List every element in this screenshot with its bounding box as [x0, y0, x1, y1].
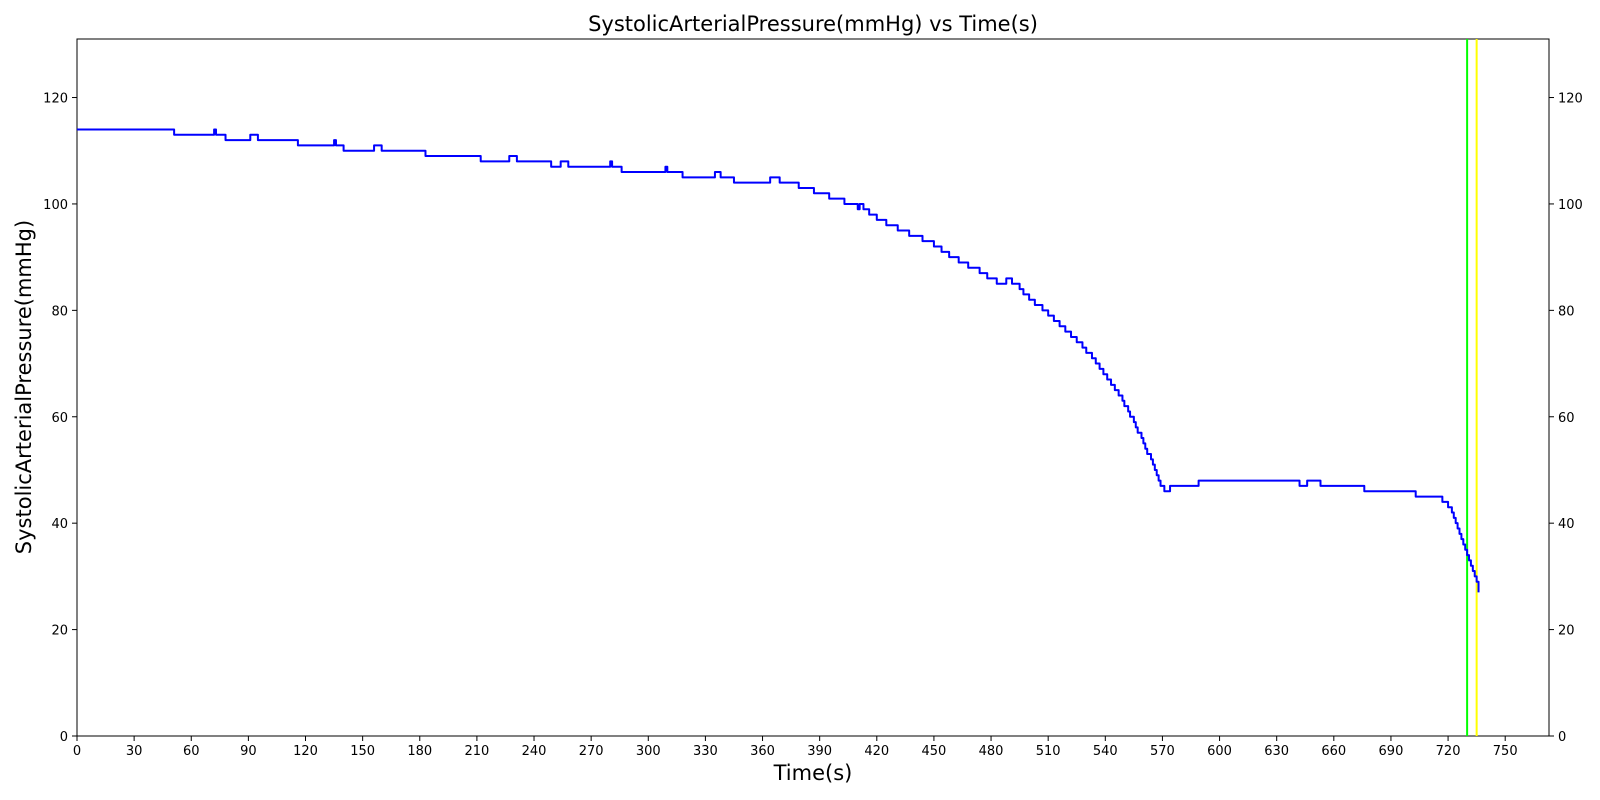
- y-axis-label: SystolicArterialPressure(mmHg): [12, 220, 36, 554]
- y-tick-label-left: 40: [51, 517, 68, 532]
- x-tick-label: 180: [407, 744, 432, 759]
- x-tick-label: 210: [464, 744, 489, 759]
- x-tick-label: 690: [1379, 744, 1404, 759]
- y-tick-label-right: 120: [1558, 92, 1583, 107]
- x-tick-label: 0: [73, 744, 81, 759]
- y-tick-label-left: 20: [51, 624, 68, 639]
- reference-lines: [1466, 39, 1478, 736]
- y-tick-label-right: 60: [1558, 411, 1575, 426]
- x-tick-label: 630: [1264, 744, 1289, 759]
- x-tick-label: 60: [183, 744, 200, 759]
- x-tick-label: 330: [693, 744, 718, 759]
- y-axis-right: 0 20 40 60 80 100 120: [1549, 92, 1583, 745]
- series-group: [77, 128, 1480, 593]
- y-tick-label-left: 0: [60, 730, 68, 745]
- x-tick-label: 600: [1207, 744, 1232, 759]
- x-tick-label: 300: [636, 744, 661, 759]
- x-axis-label: Time(s): [773, 761, 853, 785]
- y-tick-label-left: 120: [43, 92, 68, 107]
- x-tick-label: 270: [579, 744, 604, 759]
- x-tick-label: 360: [750, 744, 775, 759]
- y-tick-label-right: 20: [1558, 624, 1575, 639]
- x-tick-label: 660: [1321, 744, 1346, 759]
- plot-area-frame: [76, 38, 1550, 737]
- x-tick-label: 720: [1436, 744, 1461, 759]
- y-tick-label-left: 60: [51, 411, 68, 426]
- x-tick-label: 150: [350, 744, 375, 759]
- x-tick-label: 420: [864, 744, 889, 759]
- x-tick-label: 570: [1150, 744, 1175, 759]
- x-axis: 0 30 60 90 120 150 180 210 240 270 300 330 360 390 420…: [73, 736, 1518, 759]
- x-tick-label: 540: [1093, 744, 1118, 759]
- y-axis-left: 0 20 40 60 80 100 120: [43, 92, 77, 745]
- y-tick-label-right: 40: [1558, 517, 1575, 532]
- chart-title: SystolicArterialPressure(mmHg) vs Time(s…: [588, 12, 1038, 36]
- x-tick-label: 750: [1493, 744, 1518, 759]
- y-tick-label-right: 0: [1558, 730, 1566, 745]
- y-tick-label-right: 80: [1558, 304, 1575, 319]
- series-line: [77, 128, 1480, 593]
- y-tick-label-left: 80: [51, 304, 68, 319]
- x-tick-label: 30: [126, 744, 143, 759]
- x-tick-label: 510: [1036, 744, 1061, 759]
- x-tick-label: 120: [293, 744, 318, 759]
- x-tick-label: 390: [807, 744, 832, 759]
- x-tick-label: 450: [922, 744, 947, 759]
- y-tick-label-left: 100: [43, 198, 68, 213]
- x-tick-label: 480: [979, 744, 1004, 759]
- x-tick-label: 90: [240, 744, 257, 759]
- y-tick-label-right: 100: [1558, 198, 1583, 213]
- x-tick-label: 240: [522, 744, 547, 759]
